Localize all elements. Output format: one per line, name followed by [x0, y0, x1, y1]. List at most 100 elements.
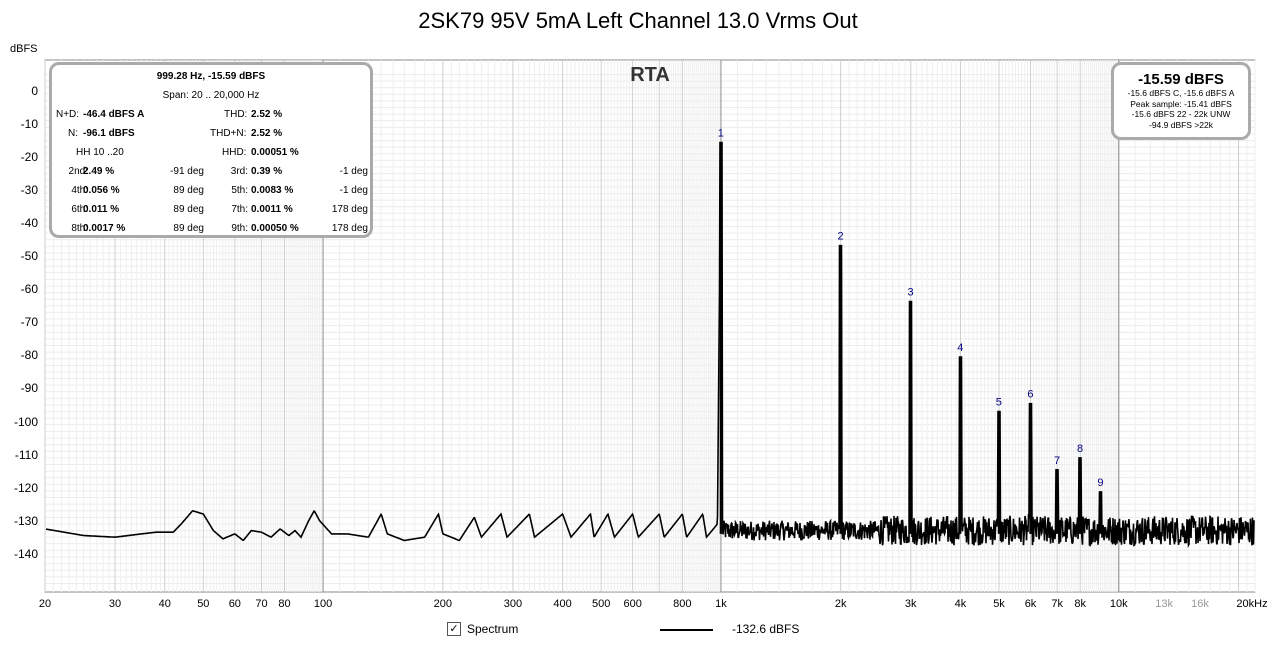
y-tick-label: -40	[20, 216, 38, 231]
harmonic-l2: 7th:	[231, 204, 248, 215]
y-axis-unit: dBFS	[10, 43, 38, 55]
harmonic-label: 1	[718, 128, 724, 140]
y-tick-label: -140	[13, 546, 38, 561]
harmonic-p1: 89 deg	[173, 223, 204, 234]
harmonic-p2: -1 deg	[339, 185, 368, 196]
harmonic-label: 2	[837, 231, 843, 243]
harmonic-markers: 1 2 3 4 5 6 7 8 9	[718, 128, 1104, 534]
x-tick-label: 3k	[904, 598, 917, 610]
harmonic-v1: 2.49 %	[83, 166, 115, 177]
harmonic-p1: 89 deg	[173, 185, 204, 196]
harmonic-label: 4	[957, 342, 963, 354]
stats-span: Span: 20 .. 20,000 Hz	[162, 90, 260, 101]
x-tick-label: 200	[433, 598, 453, 610]
peak-line-4: -94.9 dBFS >22k	[1148, 119, 1214, 130]
nd-value: -46.4 dBFS A	[83, 109, 145, 120]
x-tick-label: 1k	[715, 598, 727, 610]
x-tick-label: 500	[591, 598, 611, 610]
nd-label: N+D:	[56, 109, 80, 120]
harmonic-label: 6	[1027, 389, 1033, 401]
harmonic-l1: 2nd:	[68, 166, 88, 177]
y-tick-label: -120	[13, 480, 38, 495]
harmonic-v1: 0.011 %	[83, 204, 120, 215]
y-tick-label: -80	[20, 348, 38, 363]
harmonic-label: 9	[1097, 477, 1103, 489]
spectrum-checkbox[interactable]: ✓	[447, 622, 461, 636]
y-tick-label: 0	[31, 84, 38, 98]
x-tick-label: 60	[228, 598, 241, 610]
x-tick-label: 2k	[834, 598, 847, 610]
harmonic-l2: 3rd:	[230, 166, 248, 177]
harmonic-label: 5	[996, 397, 1002, 409]
x-tick-label: 30	[108, 598, 122, 610]
x-tick-label: 20	[38, 598, 52, 610]
legend: ✓ Spectrum -132.6 dBFS	[0, 620, 1276, 642]
x-tick-label: 300	[503, 598, 523, 610]
x-tick-label: 800	[673, 598, 692, 610]
harmonic-p2: 178 deg	[331, 204, 368, 215]
harmonic-v2: 0.0083 %	[251, 185, 294, 196]
legend-line-swatch	[660, 629, 713, 631]
x-tick-label: 7k	[1051, 598, 1063, 610]
y-tick-label: -100	[13, 414, 38, 429]
harmonic-p2: 178 deg	[331, 223, 368, 234]
thd-label: THD:	[224, 109, 248, 120]
x-tick-label: 20kHz	[1236, 598, 1268, 610]
y-tick-label: -30	[20, 183, 38, 198]
x-tick-label: 4k	[954, 598, 967, 610]
harmonic-label: 3	[908, 287, 914, 299]
legend-value: -132.6 dBFS	[732, 622, 800, 636]
peak-value: -15.59 dBFS	[1138, 71, 1224, 88]
rta-label: RTA	[630, 64, 670, 86]
x-tick-label: 600	[623, 598, 642, 610]
y-tick-label: -60	[20, 282, 38, 297]
spectrum-trace	[45, 141, 1255, 548]
harmonic-label: 7	[1054, 455, 1060, 467]
x-tick-label: 13k	[1155, 598, 1173, 610]
harmonic-l1: 4th:	[71, 185, 88, 196]
x-tick-label: 10k	[1109, 598, 1128, 610]
y-tick-label: -130	[13, 513, 38, 528]
n-label: N:	[68, 128, 78, 139]
y-tick-label: -10	[20, 117, 38, 132]
harmonic-v1: 0.056 %	[83, 185, 120, 196]
harmonic-l1: 8th:	[71, 223, 88, 234]
harmonic-v2: 0.00050 %	[251, 223, 299, 234]
peak-line-2: Peak sample: -15.41 dBFS	[1130, 98, 1232, 109]
peak-level-panel[interactable]: -15.59 dBFS -15.6 dBFS C, -15.6 dBFS A P…	[1111, 62, 1251, 140]
harmonic-v2: 0.0011 %	[251, 204, 293, 215]
harmonic-p1: 89 deg	[173, 204, 204, 215]
y-tick-label: -20	[20, 150, 38, 165]
peak-line-1: -15.6 dBFS C, -15.6 dBFS A	[1127, 88, 1235, 98]
y-tick-label: -70	[20, 315, 38, 330]
x-tick-label: 400	[553, 598, 572, 610]
n-value: -96.1 dBFS	[83, 128, 135, 139]
y-tick-label: -110	[14, 447, 38, 462]
distortion-stats-panel[interactable]: 999.28 Hz, -15.59 dBFS Span: 20 .. 20,00…	[49, 62, 373, 238]
harmonic-l2: 9th:	[231, 223, 248, 234]
x-tick-label: 100	[313, 598, 333, 610]
harmonic-label: 8	[1077, 443, 1083, 455]
hh-label: HH 10 ..20	[76, 147, 124, 158]
x-tick-label: 80	[278, 598, 291, 610]
chart-title: 2SK79 95V 5mA Left Channel 13.0 Vrms Out	[418, 8, 858, 33]
spectrum-line	[45, 141, 1255, 548]
spectrum-label: Spectrum	[467, 622, 519, 636]
stats-header: 999.28 Hz, -15.59 dBFS	[156, 71, 266, 82]
y-tick-label: -50	[20, 249, 38, 264]
x-tick-label: 16k	[1191, 598, 1209, 610]
harmonic-l2: 5th:	[231, 185, 248, 196]
harmonic-v2: 0.39 %	[251, 166, 283, 177]
harmonic-p2: -1 deg	[339, 166, 368, 177]
x-tick-label: 8k	[1074, 598, 1087, 610]
x-tick-label: 70	[255, 598, 268, 610]
hhd-value: 0.00051 %	[251, 147, 299, 158]
harmonic-p1: -91 deg	[170, 166, 204, 177]
x-tick-label: 40	[158, 598, 171, 610]
hhd-label: HHD:	[222, 147, 247, 158]
thd-value: 2.52 %	[251, 109, 283, 120]
peak-line-3: -15.6 dBFS 22 - 22k UNW	[1131, 109, 1231, 119]
x-tick-label: 5k	[993, 598, 1005, 610]
harmonic-v1: 0.0017 %	[83, 223, 126, 234]
